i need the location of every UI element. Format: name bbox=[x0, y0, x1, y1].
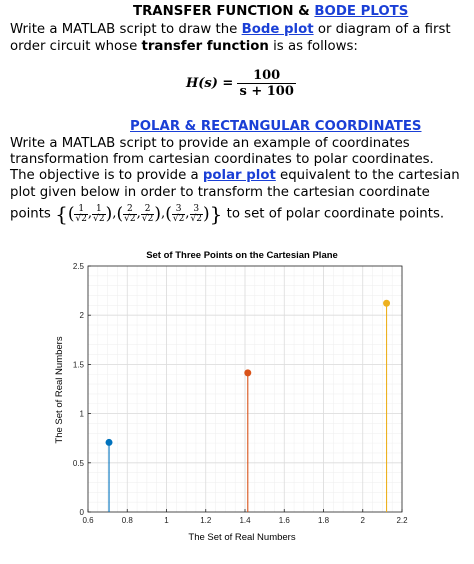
para2-line3: The objective is to provide a polar plot… bbox=[10, 167, 460, 184]
para1-line2-text-b: is as follows: bbox=[268, 39, 358, 54]
stem-marker bbox=[383, 299, 391, 307]
y-tick-label: 2.5 bbox=[73, 262, 85, 271]
x-tick-label: 1 bbox=[164, 516, 169, 525]
formula-denominator: s + 100 bbox=[237, 83, 296, 99]
para1-line2: order circuit whose transfer function is… bbox=[10, 38, 358, 55]
x-tick-label: 1.6 bbox=[279, 516, 291, 525]
points-set: {(1 √2, 1 √2),(2 √2, 2 √2),(3 √2, 3 √2)} bbox=[55, 202, 223, 226]
para2-line4: plot given below in order to transform t… bbox=[10, 185, 430, 200]
para1-line1: Write a MATLAB script to draw the Bode p… bbox=[10, 21, 451, 38]
point3-x: 3 √2 bbox=[171, 203, 186, 224]
x-tick-label: 2 bbox=[361, 516, 366, 525]
point2-y: 2 √2 bbox=[140, 203, 155, 224]
para2-line1: Write a MATLAB script to provide an exam… bbox=[10, 136, 410, 151]
formula-numerator: 100 bbox=[253, 68, 281, 83]
heading-polar-rectangular: POLAR & RECTANGULAR COORDINATES bbox=[130, 119, 422, 134]
polar-plot-link[interactable]: polar plot bbox=[202, 168, 276, 183]
para1-line2-text-a: order circuit whose bbox=[10, 39, 142, 54]
para2-line5-text-b: to set of polar coordinate points. bbox=[226, 206, 445, 222]
x-tick-label: 1.4 bbox=[239, 516, 251, 525]
y-axis-label: The Set of Real Numbers bbox=[54, 336, 65, 443]
transfer-function-term: transfer function bbox=[141, 39, 269, 54]
x-tick-label: 1.8 bbox=[318, 516, 330, 525]
point1-y: 1 √2 bbox=[92, 203, 106, 224]
y-tick-label: 0.5 bbox=[73, 459, 85, 468]
transfer-function-formula: H(s) = 100 s + 100 bbox=[186, 68, 296, 99]
formula-lhs: H(s) = bbox=[186, 76, 234, 91]
para2-line5: points {(1 √2, 1 √2),(2 √2, 2 √2),(3 √2, 3 √2)} t… bbox=[10, 201, 444, 228]
para2-line5-text-a: points bbox=[10, 206, 51, 222]
y-tick-label: 2 bbox=[80, 311, 85, 320]
point3-y: 3 √2 bbox=[189, 203, 203, 224]
y-tick-label: 1.5 bbox=[73, 360, 85, 369]
para2-line3-text-a: The objective is to provide a bbox=[10, 168, 203, 183]
x-tick-label: 0.8 bbox=[122, 516, 134, 525]
bode-plot-link[interactable]: Bode plot bbox=[241, 22, 314, 37]
stem-marker bbox=[105, 438, 113, 446]
chart-title: Set of Three Points on the Cartesian Pla… bbox=[146, 250, 338, 261]
y-tick-label: 0 bbox=[80, 508, 85, 517]
stem-chart: Set of Three Points on the Cartesian Pla… bbox=[0, 240, 474, 564]
polar-rectangular-link[interactable]: POLAR & RECTANGULAR COORDINATES bbox=[130, 119, 422, 134]
heading-transfer-function: TRANSFER FUNCTION & BODE PLOTS bbox=[133, 4, 408, 19]
para2-line2: transformation from cartesian coordinate… bbox=[10, 152, 434, 167]
x-tick-label: 0.6 bbox=[82, 516, 94, 525]
point1-x: 1 √2 bbox=[74, 203, 88, 224]
stem-marker bbox=[244, 369, 252, 377]
points-set-close-brace: } bbox=[209, 202, 223, 226]
heading-transfer-function-prefix: TRANSFER FUNCTION & bbox=[133, 4, 315, 19]
point2-x: 2 √2 bbox=[123, 203, 137, 224]
bode-plots-link[interactable]: BODE PLOTS bbox=[314, 4, 409, 19]
para1-line1-text-a: Write a MATLAB script to draw the bbox=[10, 22, 242, 37]
para2-line3-text-b: equivalent to the cartesian bbox=[275, 168, 460, 183]
x-tick-label: 2.2 bbox=[396, 516, 408, 525]
para1-line1-text-b: or diagram of a first bbox=[313, 22, 451, 37]
x-tick-label: 1.2 bbox=[200, 516, 212, 525]
points-set-open-brace: { bbox=[55, 202, 68, 226]
x-axis-label: The Set of Real Numbers bbox=[188, 532, 295, 543]
y-tick-label: 1 bbox=[80, 410, 85, 419]
formula-fraction: 100 s + 100 bbox=[237, 68, 296, 99]
